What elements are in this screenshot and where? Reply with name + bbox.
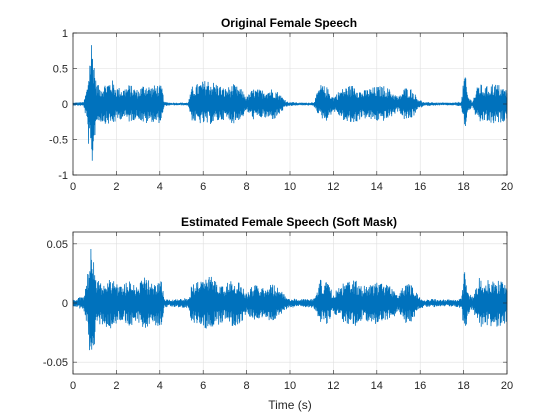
top-x-tick-label: 4: [157, 181, 163, 193]
bottom-y-tick-label: -0.05: [43, 357, 68, 369]
top-x-tick-label: 10: [284, 181, 296, 193]
bottom-x-axis-label: Time (s): [268, 398, 312, 412]
top-x-tick-label: 2: [113, 181, 119, 193]
bottom-x-tick-label: 16: [414, 380, 426, 392]
bottom-y-tick-label: 0.05: [47, 239, 68, 251]
bottom-axes: Estimated Female Speech (Soft Mask) 0 2 4 6…: [43, 215, 513, 412]
bottom-waveform-series: [72, 248, 508, 351]
top-x-tick-label: 8: [244, 181, 250, 193]
bottom-x-tick-label: 8: [244, 380, 250, 392]
top-axes-title: Original Female Speech: [221, 16, 357, 30]
bottom-x-tick-label: 0: [70, 380, 76, 392]
top-y-tick-label: 0.5: [53, 64, 68, 76]
bottom-x-tick-label: 2: [113, 380, 119, 392]
bottom-x-tick-label: 18: [457, 380, 469, 392]
top-y-tick-label: 0: [62, 99, 68, 111]
top-x-tick-label: 18: [457, 181, 469, 193]
top-x-tick-label: 12: [327, 181, 339, 193]
bottom-x-tick-label: 14: [371, 380, 383, 392]
top-x-tick-label: 20: [501, 181, 513, 193]
top-x-tick-label: 6: [200, 181, 206, 193]
top-ticks: 0 2 4 6 8 10 12 14 16 18 20 -1 -0.5 0 0.5 1: [49, 28, 513, 193]
top-y-tick-label: -0.5: [49, 135, 68, 147]
bottom-axes-title: Estimated Female Speech (Soft Mask): [181, 215, 397, 229]
bottom-y-tick-label: 0: [62, 298, 68, 310]
bottom-x-tick-label: 4: [157, 380, 163, 392]
bottom-x-tick-label: 10: [284, 380, 296, 392]
top-y-tick-label: 1: [62, 28, 68, 40]
top-waveform-series: [72, 45, 508, 161]
top-x-tick-label: 14: [371, 181, 383, 193]
bottom-x-tick-label: 12: [327, 380, 339, 392]
bottom-x-tick-label: 20: [501, 380, 513, 392]
top-x-tick-label: 0: [70, 181, 76, 193]
top-y-tick-label: -1: [58, 170, 68, 182]
bottom-x-tick-label: 6: [200, 380, 206, 392]
top-axes: Original Female Speech 0 2 4 6 8 10 12 14 16 18 20…: [49, 16, 513, 193]
top-x-tick-label: 16: [414, 181, 426, 193]
